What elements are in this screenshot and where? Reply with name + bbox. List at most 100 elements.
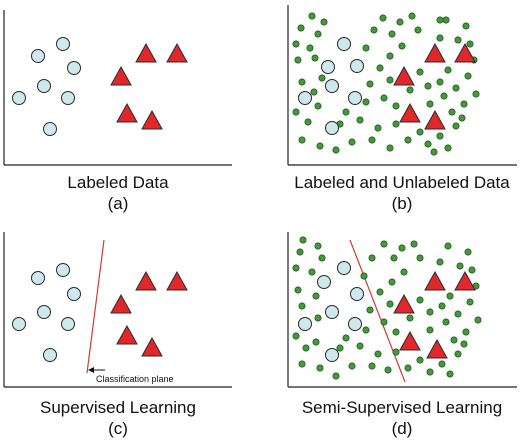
unlabeled-point	[416, 254, 424, 262]
unlabeled-point	[446, 292, 454, 300]
labeled-triangle-point	[135, 270, 157, 291]
unlabeled-point	[306, 44, 314, 52]
labeled-triangle-point	[424, 109, 446, 130]
unlabeled-point	[464, 248, 472, 256]
unlabeled-point	[308, 268, 316, 276]
unlabeled-point	[368, 136, 376, 144]
labeled-triangle-point	[135, 42, 157, 63]
labeled-circle-point	[298, 91, 312, 105]
labeled-circle-point	[56, 37, 70, 51]
unlabeled-point	[466, 298, 474, 306]
unlabeled-point	[452, 122, 460, 130]
unlabeled-point	[374, 350, 382, 358]
labeled-circle-point	[56, 263, 70, 277]
unlabeled-point	[298, 78, 306, 86]
unlabeled-point	[406, 314, 414, 322]
unlabeled-point	[336, 344, 344, 352]
classification-plane-line	[86, 239, 105, 374]
unlabeled-point	[424, 82, 432, 90]
unlabeled-point	[458, 114, 466, 122]
labeled-circle-point	[325, 121, 339, 135]
unlabeled-point	[348, 138, 356, 146]
unlabeled-point	[444, 242, 452, 250]
unlabeled-point	[314, 314, 322, 322]
unlabeled-point	[362, 44, 370, 52]
unlabeled-point	[398, 42, 406, 50]
unlabeled-point	[396, 18, 404, 26]
labeled-circle-point	[12, 317, 26, 331]
labeled-triangle-point	[116, 102, 138, 123]
labeled-circle-point	[321, 60, 335, 74]
unlabeled-point	[448, 108, 456, 116]
unlabeled-point	[292, 108, 300, 116]
unlabeled-point	[444, 66, 452, 74]
unlabeled-point	[416, 356, 424, 364]
data-marks	[12, 12, 482, 380]
unlabeled-point	[332, 372, 340, 380]
unlabeled-point	[468, 266, 476, 274]
unlabeled-point	[400, 268, 408, 276]
unlabeled-point	[454, 350, 462, 358]
unlabeled-point	[436, 132, 444, 140]
unlabeled-point	[474, 316, 482, 324]
panel-b-axes	[287, 5, 517, 166]
unlabeled-point	[404, 136, 412, 144]
labeled-triangle-point	[116, 324, 138, 345]
unlabeled-point	[292, 40, 300, 48]
unlabeled-point	[298, 360, 306, 368]
unlabeled-point	[436, 34, 444, 42]
unlabeled-point	[408, 12, 416, 20]
unlabeled-point	[342, 334, 350, 342]
unlabeled-point	[460, 100, 468, 108]
labeled-triangle-point	[454, 270, 476, 291]
panel-a-title: Labeled Data	[67, 173, 169, 192]
unlabeled-point	[310, 88, 318, 96]
unlabeled-point	[368, 254, 376, 262]
labeled-circle-point	[337, 261, 351, 275]
unlabeled-point	[450, 336, 458, 344]
labeled-triangle-point	[393, 65, 415, 86]
labeled-triangle-point	[426, 338, 448, 359]
unlabeled-point	[360, 272, 368, 280]
panel-b-letter: (b)	[392, 194, 413, 213]
labeled-circle-point	[31, 49, 45, 63]
unlabeled-point	[380, 94, 388, 102]
labeled-triangle-point	[393, 293, 415, 314]
unlabeled-point	[446, 370, 454, 378]
unlabeled-point	[318, 74, 326, 82]
unlabeled-point	[390, 254, 398, 262]
labeled-circle-point	[337, 37, 351, 51]
unlabeled-point	[386, 52, 394, 60]
labeled-circle-point	[348, 91, 362, 105]
unlabeled-point	[426, 368, 434, 376]
unlabeled-point	[302, 344, 310, 352]
unlabeled-point	[454, 36, 462, 44]
unlabeled-point	[379, 14, 387, 22]
unlabeled-point	[426, 326, 434, 334]
unlabeled-point	[320, 18, 328, 26]
unlabeled-point	[380, 240, 388, 248]
labeled-circle-point	[325, 305, 339, 319]
unlabeled-point	[392, 102, 400, 110]
unlabeled-point	[392, 348, 400, 356]
unlabeled-point	[370, 26, 378, 34]
unlabeled-point	[436, 16, 444, 24]
unlabeled-point	[299, 236, 307, 244]
unlabeled-point	[456, 262, 464, 270]
unlabeled-point	[392, 120, 400, 128]
unlabeled-point	[292, 332, 300, 340]
labeled-triangle-point	[424, 270, 446, 291]
unlabeled-point	[380, 318, 388, 326]
labeled-circle-point	[325, 79, 339, 93]
labeled-triangle-point	[110, 293, 132, 314]
unlabeled-point	[444, 144, 452, 152]
unlabeled-point	[356, 342, 364, 350]
labeled-triangle-point	[110, 65, 132, 86]
unlabeled-point	[384, 366, 392, 374]
unlabeled-point	[386, 76, 394, 84]
unlabeled-point	[406, 86, 414, 94]
unlabeled-point	[438, 360, 446, 368]
labeled-circle-point	[67, 61, 81, 75]
unlabeled-point	[316, 142, 324, 150]
labeled-circle-point	[350, 287, 364, 301]
